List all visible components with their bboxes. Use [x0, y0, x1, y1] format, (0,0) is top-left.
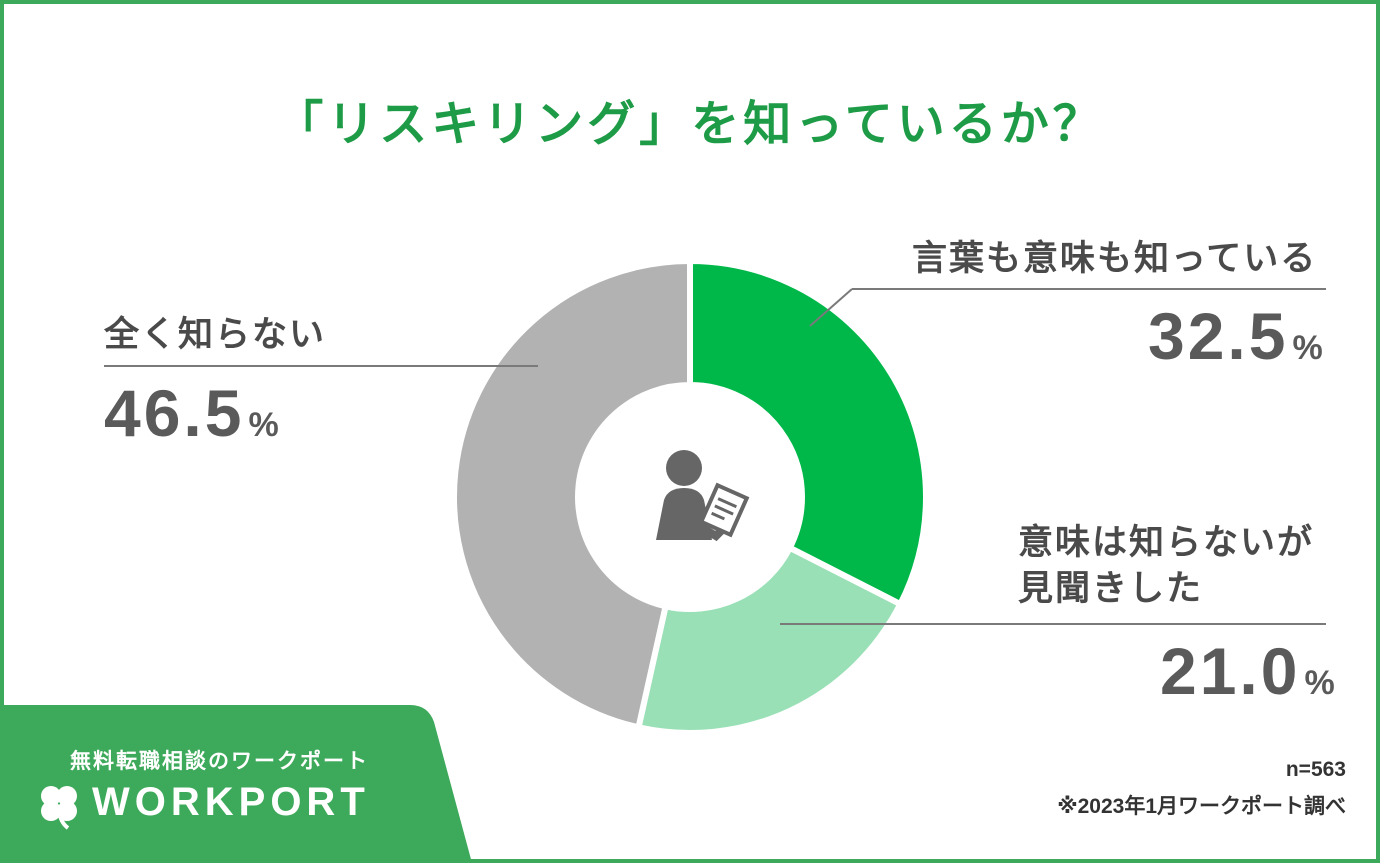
value-heard-number: 21.0	[1160, 634, 1301, 708]
leader-line-know	[809, 288, 853, 327]
label-know-both: 言葉も意味も知っている	[912, 239, 1318, 279]
person-writing-icon	[656, 450, 750, 542]
value-know-both-unit: %	[1292, 329, 1323, 367]
value-heard: 21.0%	[1160, 633, 1335, 709]
value-unknown-number: 46.5	[104, 376, 245, 450]
brand-tagline: 無料転職相談のワークポート	[70, 749, 369, 773]
source-note: ※2023年1月ワークポート調べ	[1057, 795, 1346, 818]
value-know-both-number: 32.5	[1148, 299, 1289, 373]
label-heard-line1: 意味は知らないが	[1018, 523, 1315, 563]
value-unknown-unit: %	[248, 406, 279, 444]
value-know-both: 32.5%	[1148, 298, 1323, 374]
sample-size-note: n=563	[1285, 758, 1346, 781]
label-unknown: 全く知らない	[104, 315, 327, 355]
donut-slice-2	[451, 257, 693, 731]
value-unknown: 46.5%	[104, 375, 279, 451]
value-heard-unit: %	[1304, 664, 1335, 702]
donut-slice-1	[634, 543, 905, 736]
label-heard-line2: 見聞きした	[1018, 569, 1204, 609]
clover-logo-icon	[41, 786, 77, 830]
donut-slice-0	[687, 257, 929, 609]
chart-title: 「リスキリング」を知っているか？	[275, 96, 1105, 152]
brand-logo-text: WORKPORT	[92, 780, 370, 824]
